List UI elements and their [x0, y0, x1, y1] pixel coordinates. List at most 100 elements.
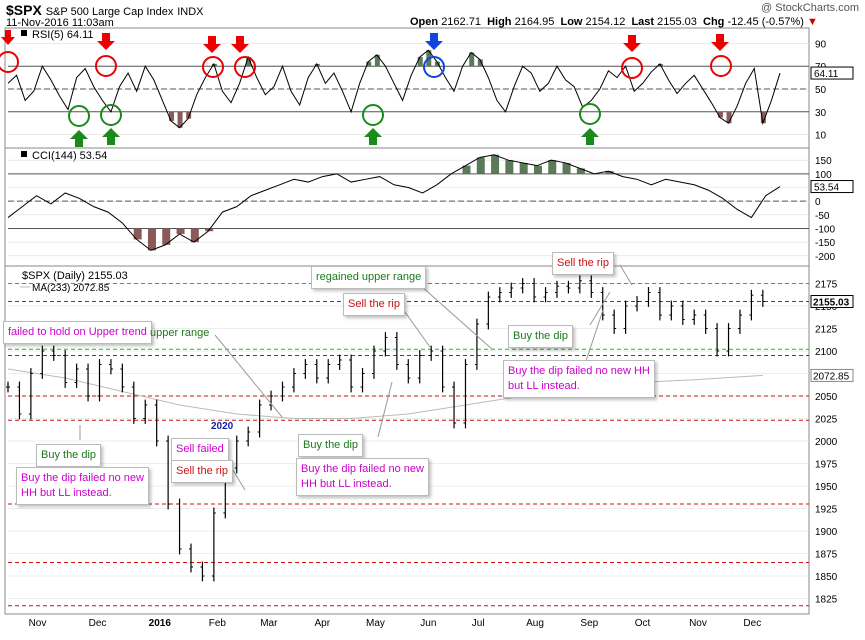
y-tick-label: 1850 — [815, 572, 838, 583]
exchange: INDX — [177, 6, 204, 18]
blue-circle-marker — [423, 56, 445, 78]
cci-low-fill — [176, 228, 185, 234]
down-arrow-icon — [97, 33, 115, 50]
y-tick-label: 2100 — [815, 347, 838, 358]
x-tick-label: Aug — [526, 618, 544, 629]
y-tick-label: 2050 — [815, 392, 838, 403]
annotation-callout: Buy the dip failed no new HH but LL inst… — [16, 467, 149, 505]
cci-low-fill — [147, 228, 156, 251]
rsi-legend: RSI(5) 64.11 — [21, 29, 94, 41]
annotation-callout: Buy the dip failed no new HH but LL inst… — [503, 360, 655, 398]
rsi-arrows — [1, 30, 729, 147]
y-tick-label: -50 — [815, 211, 830, 222]
last-value-label: 64.11 — [814, 69, 839, 80]
overbought-fill — [434, 61, 440, 67]
ma-legend-text: MA(233) 2072.85 — [32, 283, 110, 294]
y-tick-label: 1950 — [815, 482, 838, 493]
up-arrow-icon — [364, 128, 382, 145]
watermark: @ StockCharts.com — [761, 2, 859, 14]
y-tick-label: 150 — [815, 156, 832, 167]
cci-high-fill — [562, 162, 571, 174]
rsi-legend-text: RSI(5) 64.11 — [32, 29, 94, 41]
annotation-callout: Sell the rip — [343, 293, 405, 316]
down-arrow-icon — [711, 34, 729, 51]
green-circle-marker — [362, 104, 384, 126]
y-tick-label: 0 — [815, 197, 821, 208]
cci-high-fill — [605, 171, 614, 174]
cci-high-fill — [476, 157, 485, 174]
last-value-box — [810, 180, 854, 194]
annotation-callout: upper range — [150, 327, 210, 339]
x-tick-label: Dec — [743, 618, 761, 629]
overbought-fill — [477, 59, 483, 67]
cci-low-fill — [133, 228, 142, 240]
y-tick-label: 90 — [815, 39, 827, 50]
red-circle-marker — [0, 51, 19, 73]
last-label: Last — [631, 16, 655, 28]
open-label: Open — [410, 16, 439, 28]
annotation-callout: failed to hold on Upper trend — [3, 321, 152, 344]
price-panel — [4, 265, 810, 615]
annotation-callout: Sell the rip — [552, 252, 614, 275]
y-tick-label: -200 — [815, 252, 835, 263]
y-tick-label: -150 — [815, 238, 835, 249]
overbought-fill — [246, 57, 252, 67]
chg-label: Chg — [703, 16, 725, 28]
red-circle-marker — [621, 57, 643, 79]
cci-low-fill — [162, 228, 171, 245]
y-tick-label: 2125 — [815, 325, 838, 336]
x-tick-label: 2016 — [149, 618, 172, 629]
red-circle-marker — [710, 55, 732, 77]
symbol: $SPX — [6, 2, 42, 18]
y-tick-label: -100 — [815, 224, 835, 235]
x-tick-label: Apr — [315, 618, 331, 629]
index-name: S&P 500 Large Cap Index — [45, 6, 174, 18]
overbought-fill — [374, 54, 380, 67]
up-arrow-icon — [581, 128, 599, 145]
cci-legend: CCI(144) 53.54 — [21, 150, 107, 162]
down-arrow-icon — [1, 30, 15, 45]
cci-high-fill — [548, 160, 557, 174]
cci-high-fill — [519, 162, 528, 174]
annotation-callout: Buy the dip — [36, 444, 102, 467]
y-tick-label: 2175 — [815, 280, 838, 291]
annotation-callout: Sell failed — [171, 438, 229, 461]
x-tick-label: Dec — [89, 618, 107, 629]
down-arrow-icon — [203, 36, 221, 53]
x-tick-label: Nov — [689, 618, 707, 629]
y-tick-label: 30 — [815, 108, 827, 119]
oversold-fill — [760, 111, 766, 124]
oversold-fill — [177, 111, 183, 128]
down-arrow-icon — [231, 36, 249, 53]
ohlc-bar: Open 2162.71 High 2164.95 Low 2154.12 La… — [410, 16, 818, 28]
x-tick-label: Feb — [209, 618, 227, 629]
last-value-box — [810, 295, 854, 308]
annotation-callout: Buy the dip — [298, 434, 364, 457]
cci-high-fill — [462, 165, 471, 174]
low-label: Low — [560, 16, 583, 28]
high-label: High — [487, 16, 512, 28]
cci-line — [7, 154, 781, 251]
y-tick-label: 1925 — [815, 505, 838, 516]
down-arrow-icon — [623, 35, 641, 52]
oversold-fill — [726, 111, 732, 124]
cci-high-fill — [533, 165, 542, 174]
green-circle-marker — [579, 103, 601, 125]
red-circle-marker — [95, 55, 117, 77]
price-legend: $SPX (Daily) 2155.03 MA(233) 2072.85 — [20, 270, 128, 294]
rsi-line — [7, 49, 781, 129]
down-arrow-icon: ▼ — [806, 16, 818, 28]
low-value: 2154.12 — [585, 16, 626, 28]
x-tick-label: Mar — [260, 618, 278, 629]
y-tick-label: 2025 — [815, 415, 838, 426]
x-tick-label: Sep — [580, 618, 598, 629]
last-value-box — [810, 66, 854, 80]
cci-high-fill — [491, 154, 500, 174]
annotation-callout: Buy the dip — [508, 325, 574, 348]
chart-title: $SPX S&P 500 Large Cap Index INDX — [6, 2, 204, 18]
annotation-callout: regained upper range — [311, 266, 427, 289]
cci-panel — [4, 147, 810, 267]
x-tick-label: Jul — [472, 618, 485, 629]
cci-high-fill — [505, 160, 514, 174]
